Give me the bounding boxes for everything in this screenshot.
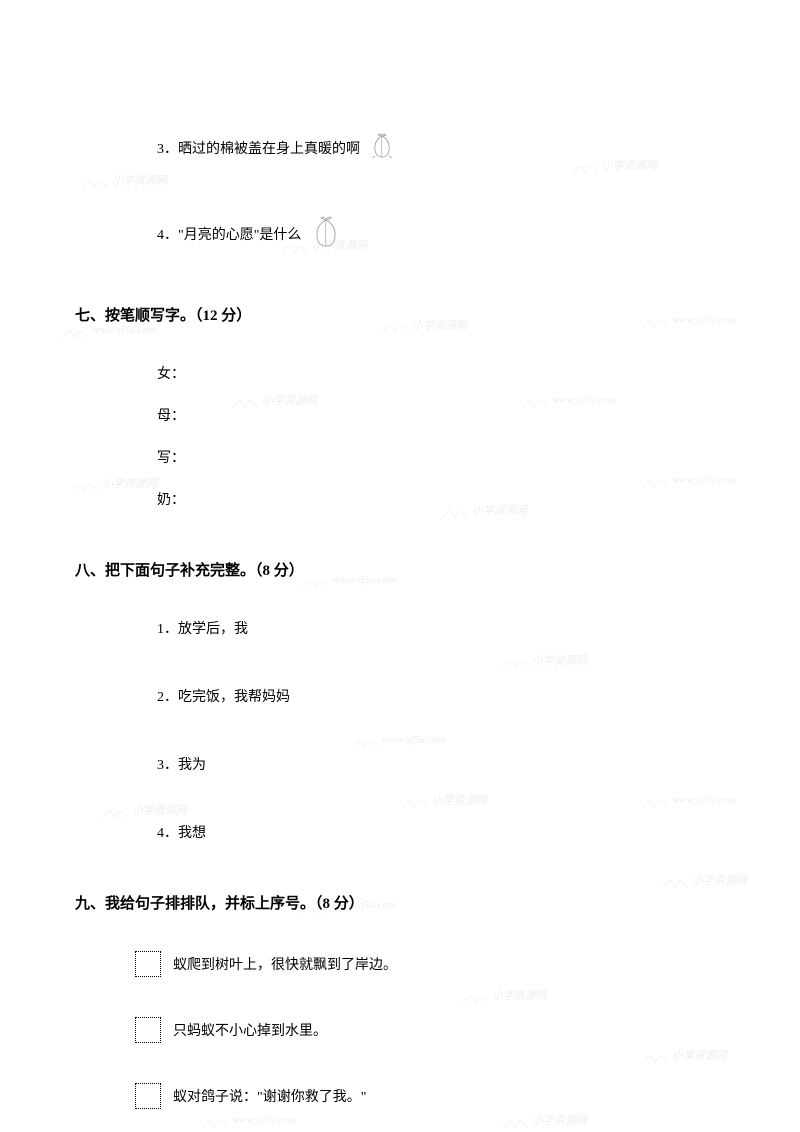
- answer-box[interactable]: [135, 951, 161, 977]
- section-9-list: 蚁爬到树叶上，很快就飘到了岸边。 只蚂蚁不小心掉到水里。 蚁对鸽子说："谢谢你救…: [75, 951, 725, 1109]
- char-item-1: 女：: [157, 363, 725, 383]
- watermark: 小学资源网: [500, 1110, 587, 1130]
- order-item-3-text: 蚁对鸽子说："谢谢你救了我。": [173, 1086, 366, 1106]
- fill-item-4: 4．我想: [157, 822, 725, 842]
- order-item-1: 蚁爬到树叶上，很快就飘到了岸边。: [135, 951, 725, 977]
- order-item-2-text: 只蚂蚁不小心掉到水里。: [173, 1020, 327, 1040]
- peach-icon: [309, 213, 343, 254]
- question-4-text: 4．"月亮的心愿"是什么: [157, 224, 301, 244]
- question-3-text: 3．晒过的棉被盖在身上真暖的啊: [157, 138, 360, 158]
- question-4: 4．"月亮的心愿"是什么: [75, 213, 725, 254]
- char-item-2: 母：: [157, 405, 725, 425]
- char-item-3: 写：: [157, 447, 725, 467]
- answer-box[interactable]: [135, 1017, 161, 1043]
- question-3: 3．晒过的棉被盖在身上真暖的啊: [75, 130, 725, 165]
- section-8-heading: 八、把下面句子补充完整。（8 分）: [75, 559, 725, 580]
- fill-item-2: 2．吃完饭，我帮妈妈: [157, 686, 725, 706]
- section-7-list: 女： 母： 写： 奶：: [75, 363, 725, 509]
- peach-icon: [368, 130, 396, 165]
- section-9-heading: 九、我给句子排排队，并标上序号。（8 分）: [75, 892, 725, 913]
- fill-item-1: 1．放学后，我: [157, 618, 725, 638]
- order-item-3: 蚁对鸽子说："谢谢你救了我。": [135, 1083, 725, 1109]
- section-7-heading: 七、按笔顺写字。（12 分）: [75, 304, 725, 325]
- answer-box[interactable]: [135, 1083, 161, 1109]
- order-item-1-text: 蚁爬到树叶上，很快就飘到了岸边。: [173, 954, 397, 974]
- section-8-list: 1．放学后，我 2．吃完饭，我帮妈妈 3．我为 4．我想: [75, 618, 725, 842]
- order-item-2: 只蚂蚁不小心掉到水里。: [135, 1017, 725, 1043]
- page-content: 3．晒过的棉被盖在身上真暖的啊 4．"月亮的心愿"是什么 七、按笔顺写字。（12…: [0, 0, 800, 1109]
- fill-item-3: 3．我为: [157, 754, 725, 774]
- watermark: www.xj5u.com: [200, 1110, 296, 1130]
- char-item-4: 奶：: [157, 489, 725, 509]
